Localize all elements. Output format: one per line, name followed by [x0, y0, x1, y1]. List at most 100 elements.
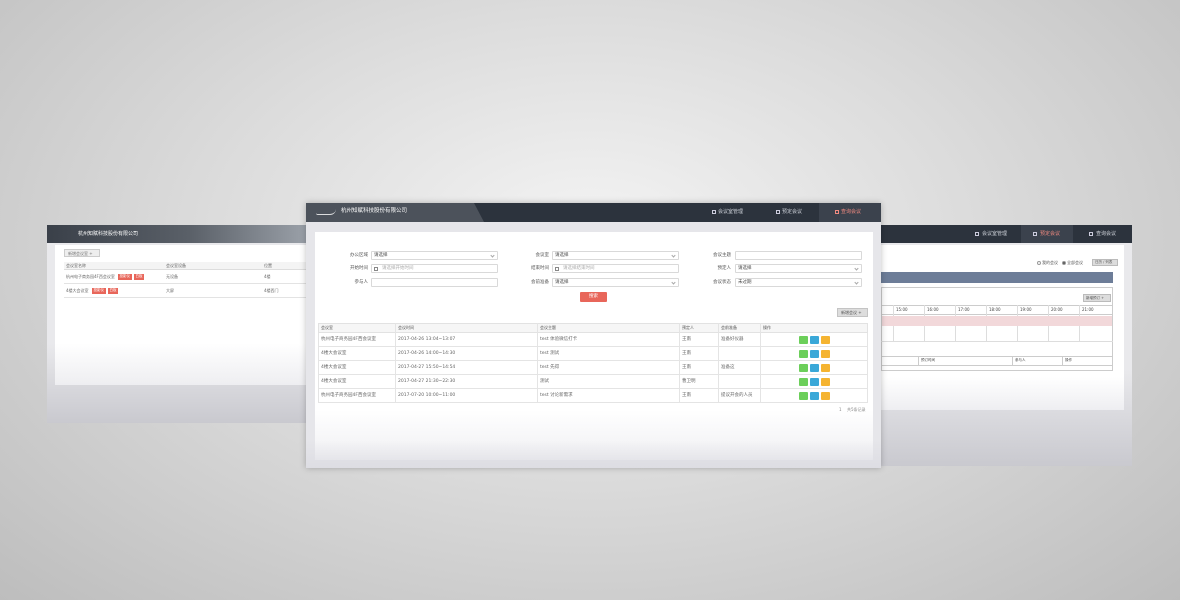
- add-button[interactable]: 新增会议室 +: [64, 249, 100, 257]
- time-slot: 19:00: [1020, 307, 1032, 312]
- list-header-cell: 操作: [1065, 358, 1072, 362]
- edit-button[interactable]: [810, 350, 819, 358]
- brand: 杭州知赋科技股份有限公司: [341, 208, 408, 214]
- tag: 白板: [108, 288, 118, 294]
- time-header: [881, 305, 1113, 315]
- time-slot: 17:00: [958, 307, 970, 312]
- table-header-cell: 操作: [763, 325, 771, 330]
- field-value: 未过期: [738, 279, 752, 285]
- view-button[interactable]: [799, 350, 808, 358]
- table-header-cell: 会议室设备: [166, 263, 186, 268]
- nav-active-bg: [819, 203, 881, 222]
- field-input[interactable]: [371, 264, 498, 273]
- delete-button[interactable]: [821, 364, 830, 372]
- table-cell: 杭州电子商务园4F西会议室: [321, 337, 376, 342]
- time-slot: 15:00: [896, 307, 908, 312]
- delete-button[interactable]: [821, 378, 830, 386]
- tag: 白板: [134, 274, 144, 280]
- field-placeholder: 请选择结束时间: [563, 265, 595, 271]
- field-label: 开始时间: [350, 265, 368, 271]
- table-header-cell: 会议室: [321, 325, 333, 330]
- edit-button[interactable]: [810, 392, 819, 400]
- add-button[interactable]: 新增会议 +: [837, 308, 868, 317]
- col-divider: [718, 323, 719, 403]
- equipment: 无设备: [166, 274, 178, 279]
- field-value: 请选择: [555, 252, 569, 258]
- view-button[interactable]: [799, 378, 808, 386]
- field-input[interactable]: [552, 251, 679, 260]
- table-cell: 王南: [682, 351, 691, 356]
- field-label: 预定人: [717, 265, 732, 271]
- table-cell: 2017-04-27 15:50~14:54: [398, 365, 456, 370]
- add-button[interactable]: 新增预订 +: [1083, 294, 1111, 302]
- radio[interactable]: [1037, 261, 1041, 265]
- view-button[interactable]: [799, 336, 808, 344]
- field-input[interactable]: [735, 251, 862, 260]
- table-cell: 2017-04-26 14:00~14:30: [398, 351, 456, 356]
- edit-button[interactable]: [810, 336, 819, 344]
- list-header-cell: 预订时间: [921, 358, 935, 362]
- equipment: 大屏: [166, 288, 174, 293]
- field-input[interactable]: [735, 278, 862, 287]
- table-header: [64, 262, 306, 270]
- nav-item[interactable]: 查询会议: [1096, 231, 1117, 237]
- delete-button[interactable]: [821, 350, 830, 358]
- nav-item[interactable]: 会议室管理: [718, 209, 744, 215]
- calendar-icon: [555, 266, 559, 271]
- table-cell: 王南: [682, 365, 691, 370]
- tag: 投影仪: [118, 274, 132, 280]
- nav-item[interactable]: 预定会议: [782, 209, 803, 215]
- field-input[interactable]: [371, 278, 498, 287]
- nav-icon: [975, 232, 979, 236]
- radio[interactable]: [1062, 261, 1066, 265]
- nav-item[interactable]: 预定会议: [1040, 231, 1061, 237]
- table-header-cell: 会议主题: [540, 325, 556, 330]
- table-cell: 测试: [540, 379, 549, 384]
- table-cell: 提议开会的人员: [721, 393, 753, 398]
- nav-item[interactable]: 会议室管理: [982, 231, 1008, 237]
- view-button[interactable]: [799, 364, 808, 372]
- table-header-cell: 会前准备: [721, 325, 737, 330]
- list-divider: [1012, 356, 1013, 366]
- bottom-fade: [306, 440, 881, 468]
- table-cell: 4楼大会议室: [321, 351, 347, 356]
- col-divider: [679, 323, 680, 403]
- view-button[interactable]: [799, 392, 808, 400]
- delete-button[interactable]: [821, 392, 830, 400]
- time-slot: 20:00: [1051, 307, 1063, 312]
- table-row: [318, 361, 868, 375]
- edit-button[interactable]: [810, 378, 819, 386]
- time-slot: 16:00: [927, 307, 939, 312]
- nav-active-bg: [1021, 225, 1073, 243]
- edit-button[interactable]: [810, 364, 819, 372]
- booked-row: [882, 316, 1112, 326]
- field-input[interactable]: [552, 264, 679, 273]
- field-label: 会前准备: [531, 279, 549, 285]
- table-row: [318, 389, 868, 403]
- field-input[interactable]: [735, 264, 862, 273]
- tag: 投影仪: [92, 288, 106, 294]
- nav-icon: [712, 210, 716, 214]
- location: 4楼西门: [264, 288, 279, 293]
- grid-row: [881, 341, 1113, 342]
- room-name: 4楼大会议室: [66, 288, 89, 293]
- field-value: 请选择: [374, 252, 388, 258]
- field-input[interactable]: [552, 278, 679, 287]
- brand-area: [306, 203, 484, 222]
- table-cell: test 测试: [540, 351, 560, 356]
- field-label: 结束时间: [531, 265, 549, 271]
- nav-icon: [1089, 232, 1093, 236]
- search-button[interactable]: 搜索: [580, 292, 607, 302]
- field-input[interactable]: [371, 251, 498, 260]
- page-number[interactable]: 1: [839, 407, 842, 412]
- nav-item[interactable]: 查询会议: [841, 209, 862, 215]
- table-header-cell: 会议时间: [398, 325, 414, 330]
- field-placeholder: 请选择开始时间: [382, 265, 414, 271]
- table-row: [64, 284, 306, 298]
- toggle-button[interactable]: 日历 / 列表: [1092, 259, 1118, 266]
- header-bar: [47, 225, 306, 243]
- delete-button[interactable]: [821, 336, 830, 344]
- table-row: [318, 333, 868, 347]
- table-header-cell: 会议室名称: [66, 263, 86, 268]
